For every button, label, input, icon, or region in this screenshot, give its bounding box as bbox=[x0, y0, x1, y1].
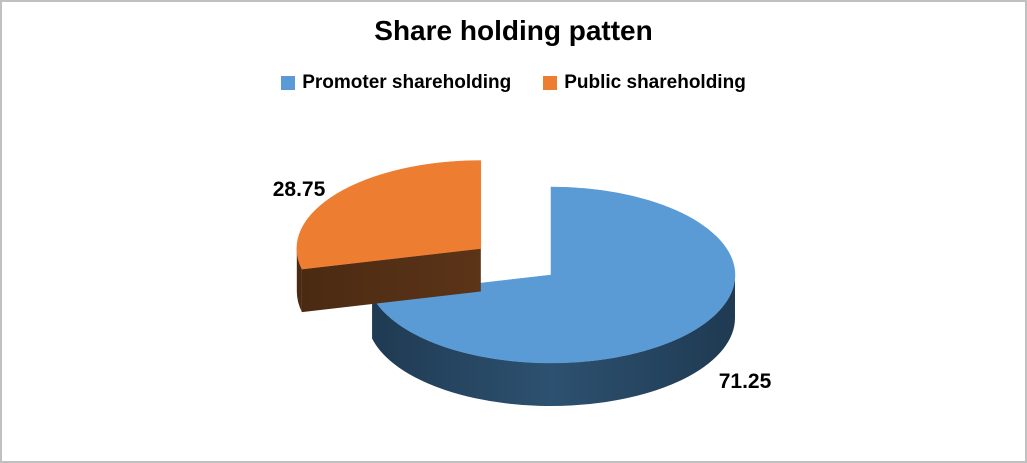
pie-slice-0-top bbox=[371, 186, 736, 364]
pie-slice-1-rim bbox=[296, 248, 302, 313]
public-legend-label: Public shareholding bbox=[564, 72, 746, 93]
promoter-slice-data-label: 71.25 bbox=[719, 370, 772, 393]
pie-slice-1-top bbox=[296, 160, 482, 270]
public-legend-swatch-icon bbox=[543, 76, 558, 90]
promoter-legend-label: Promoter shareholding bbox=[302, 72, 512, 93]
legend-item-promoter[interactable]: Promoter shareholding bbox=[281, 72, 511, 94]
chart-title: Share holding patten bbox=[374, 15, 653, 46]
promoter-legend-swatch-icon bbox=[281, 76, 296, 90]
pie-slice-0-rim bbox=[372, 275, 735, 407]
legend-item-public[interactable]: Public shareholding bbox=[543, 72, 746, 94]
chart-legend: Promoter shareholding Public shareholdin… bbox=[2, 72, 1025, 94]
pie-slice-1-cut-face-0 bbox=[301, 248, 481, 313]
public-slice-data-label: 28.75 bbox=[273, 178, 326, 201]
